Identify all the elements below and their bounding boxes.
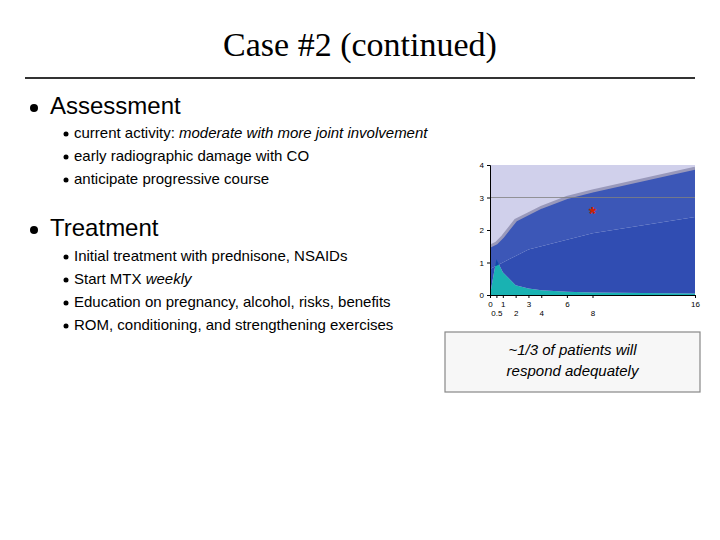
x-tick-label: 2 [514,309,519,318]
x-tick: 3 [527,295,532,309]
y-tick: 4 [480,161,490,170]
x-tick-label: 3 [527,300,532,309]
x-tick: 1 [501,295,506,309]
x-tick-mark [593,295,594,298]
x-tick-label: 8 [591,309,596,318]
title: Case #2 (continued) [223,26,497,64]
bullet-item: early radiographic damage with CO [74,147,309,164]
x-tick-mark [516,295,517,298]
x-axis: 00.51234 6 8 16 [488,295,700,318]
note: ~1/3 of patients will respond adequately [507,341,640,379]
y-tick: 3 [480,194,490,203]
area-base [490,217,695,295]
title-rule [25,77,695,79]
x-tick: 6 [565,295,570,309]
bullet-item: current activity: [74,124,179,141]
y-tick: 0 [480,291,490,300]
bullet-item: moderate with more joint involvement [179,124,428,141]
y-tick-mark [487,263,490,264]
x-tick-mark [695,295,696,298]
y-tick-mark [487,230,490,231]
x-tick-label: 0 [488,300,493,309]
bullet-item: Initial treatment with prednisone, NSAID… [74,247,347,264]
asterisk: * [589,203,597,224]
note-box [445,332,700,392]
y-tick-label: 4 [480,161,485,170]
y-tick-mark [487,295,490,296]
x-axis-line [491,296,696,299]
x-tick-mark [541,295,542,298]
marks [490,165,695,295]
inset-chart: 00.51234681601234* [480,161,701,318]
x-tick-label: 1 [501,300,506,309]
bullet [64,155,69,160]
bullets: Assessment current activity: moderate wit… [30,92,428,333]
bullet [64,324,69,329]
top-edge [490,168,695,246]
y-tick-mark [487,198,490,199]
x-tick: 4 [540,295,545,318]
slide: Case #2 (continued) Assessment current act… [0,0,720,540]
y-axis-line [487,166,491,296]
plot-background [490,165,695,295]
y-tick-label: 3 [480,194,485,203]
x-tick-label: 0.5 [491,309,503,318]
x-tick-mark [496,295,497,298]
bullet-header: Treatment [50,214,159,241]
x-tick-label: 16 [691,300,700,309]
x-tick: 2 [514,295,519,318]
bullet-item: ROM, conditioning, and strengthening exe… [74,316,393,333]
y-tick: 1 [480,259,490,268]
bullet [64,178,69,183]
x-tick: 0 [488,295,493,309]
y-tick-label: 1 [480,259,485,268]
x-tick: 8 [591,295,596,318]
bullet [64,278,69,283]
y-axis: 0 1 2 3 4 [480,161,491,300]
x-tick: 16 [691,295,700,309]
y-tick-label: 0 [480,291,485,300]
reference-line [490,197,695,198]
x-tick-mark [528,295,529,298]
bullet [64,255,69,260]
bullet-item: Start MTX [74,270,146,287]
x-tick-mark [567,295,568,298]
bullet [64,301,69,306]
bullet-item: Education on pregnancy, alcohol, risks, … [74,293,391,310]
y-tick-label: 2 [480,226,485,235]
bullet-item: weekly [146,270,193,287]
x-tick-label: 6 [565,300,570,309]
x-tick-label: 4 [540,309,545,318]
note-line: ~1/3 of patients will [509,341,638,358]
bullet [30,226,38,234]
x-tick-mark [503,295,504,298]
bullet [30,104,38,112]
y-tick: 2 [480,226,490,235]
bullet-item: anticipate progressive course [74,170,269,187]
y-tick-mark [487,165,490,166]
bullet-header: Assessment [50,92,181,119]
note-line: respond adequately [507,362,640,379]
bullet [64,132,69,137]
